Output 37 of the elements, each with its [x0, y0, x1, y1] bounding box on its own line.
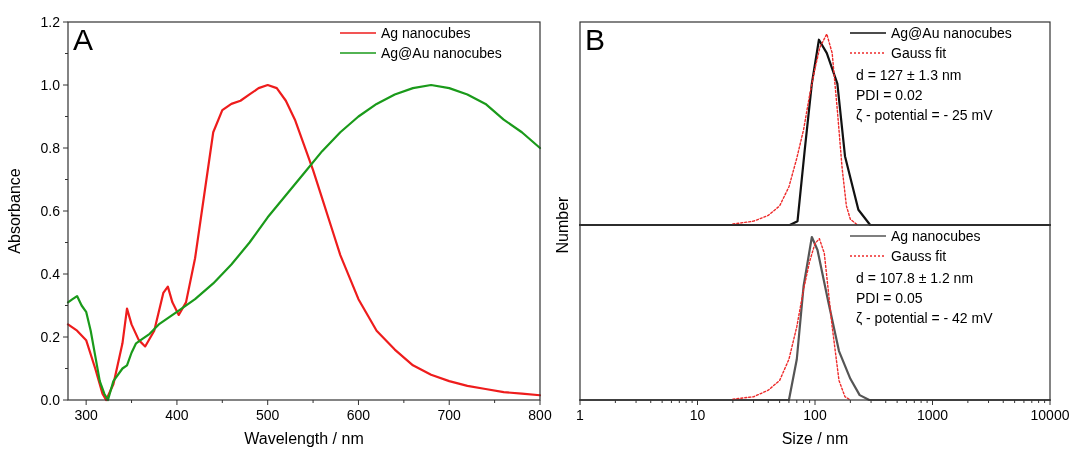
- annotation: ζ - potential = - 42 mV: [856, 310, 994, 326]
- x-tick-label: 700: [437, 407, 462, 423]
- chart-title: B: [585, 23, 606, 56]
- y-tick-label: 0.4: [40, 266, 61, 282]
- y-tick-label: 0.6: [40, 203, 61, 219]
- y-tick-label: 0.0: [40, 392, 61, 408]
- annotation: PDI = 0.02: [856, 87, 923, 103]
- annotation: ζ - potential = - 25 mV: [856, 107, 994, 123]
- y-axis-title: Absorbance: [6, 168, 23, 254]
- x-tick-label: 1000: [916, 407, 949, 423]
- x-tick-label: 500: [256, 407, 280, 423]
- y-tick-label: 1.0: [40, 77, 61, 93]
- legend-label: Ag@Au nanocubes: [891, 25, 1012, 41]
- legend-label: Ag nanocubes: [891, 228, 981, 244]
- annotation: d = 127 ± 1.3 nm: [856, 67, 962, 83]
- legend-label: Ag nanocubes: [381, 25, 471, 41]
- annotation: PDI = 0.05: [856, 290, 923, 306]
- x-tick-label: 600: [346, 407, 371, 423]
- annotation: d = 107.8 ± 1.2 nm: [856, 270, 974, 286]
- line-series: [66, 83, 542, 402]
- chart-title: A: [73, 23, 94, 56]
- x-axis-title: Wavelength / nm: [244, 430, 364, 447]
- y-tick-label: 0.8: [40, 140, 61, 156]
- x-tick-label: 10: [689, 407, 706, 423]
- x-tick-label: 800: [528, 407, 552, 423]
- y-axis-title: Number: [554, 195, 571, 254]
- x-tick-label: 1: [576, 407, 585, 423]
- legend-label: Ag@Au nanocubes: [381, 45, 502, 61]
- y-tick-label: 1.2: [40, 14, 61, 30]
- x-tick-label: 300: [74, 407, 99, 423]
- x-tick-label: 100: [803, 407, 827, 423]
- x-tick-label: 400: [165, 407, 189, 423]
- x-tick-label: 10000: [1030, 407, 1070, 423]
- legend-label: Gauss fit: [891, 45, 947, 61]
- legend-label: Gauss fit: [891, 248, 947, 264]
- x-axis-title: Size / nm: [781, 430, 849, 447]
- y-tick-label: 0.2: [40, 329, 61, 345]
